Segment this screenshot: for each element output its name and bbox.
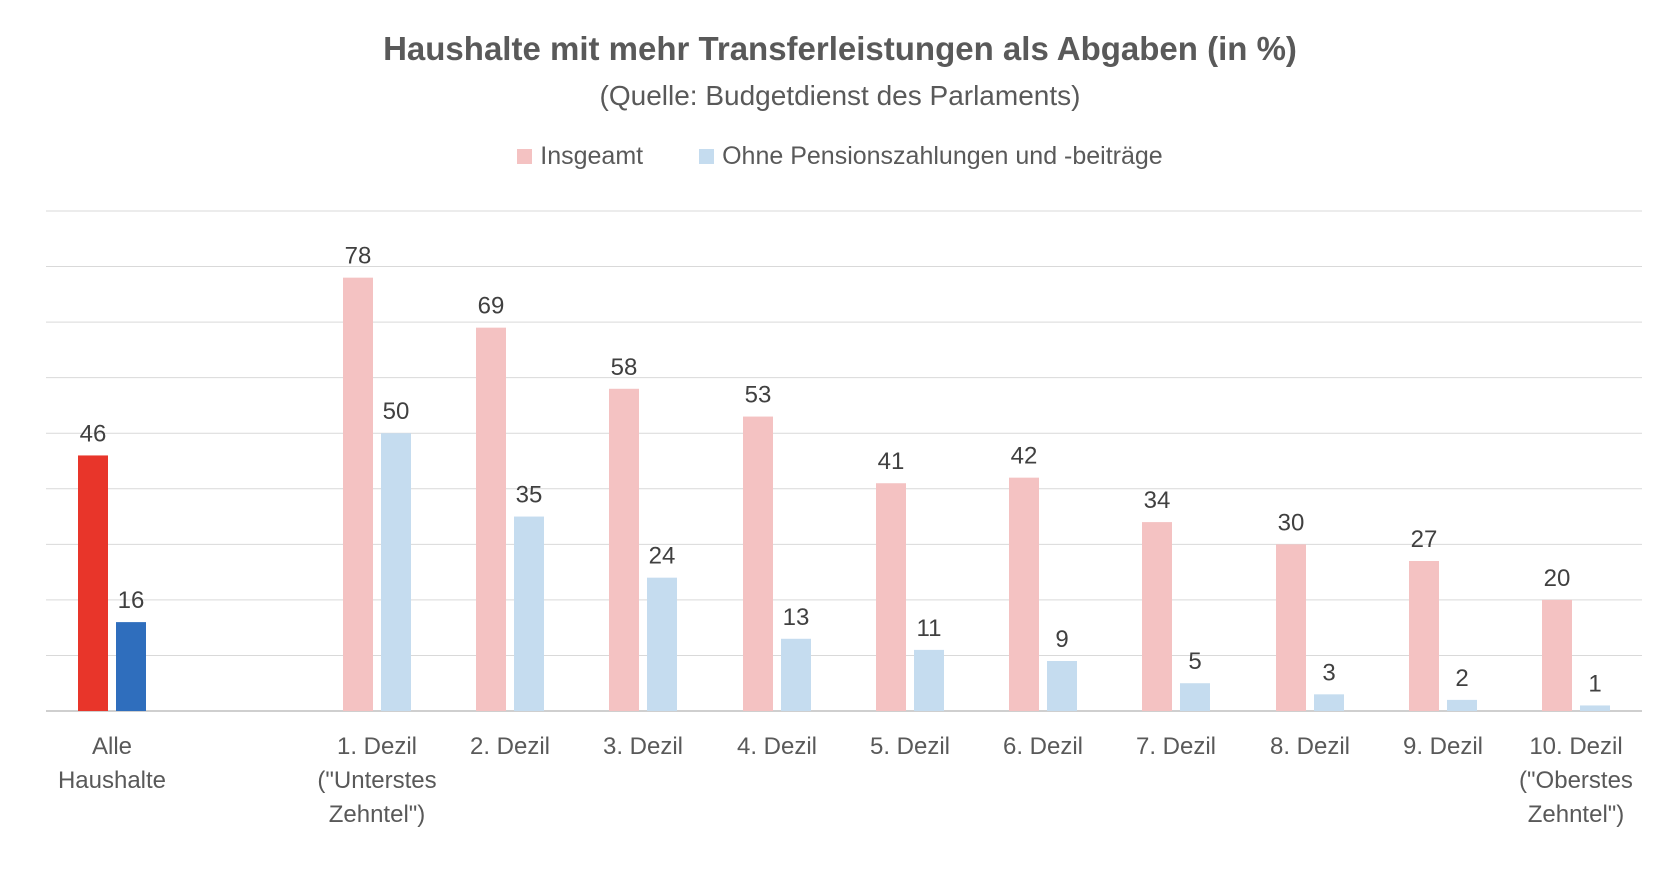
bar-series1-cat6 xyxy=(1047,661,1077,711)
data-label-series1-cat10: 1 xyxy=(1588,670,1601,697)
data-label-series0-cat3: 58 xyxy=(611,354,638,381)
category-label-8: 8. Dezil xyxy=(1270,733,1350,760)
category-label-1: 1. Dezil ("Unterstes Zehntel") xyxy=(317,733,436,828)
bar-series1-cat4 xyxy=(781,638,811,711)
data-label-series1-cat6: 9 xyxy=(1055,626,1068,653)
legend-label-ohne-pension: Ohne Pensionszahlungen und -beiträge xyxy=(722,142,1163,170)
bar-series0-cat5 xyxy=(876,483,906,711)
bar-series0-cat3 xyxy=(609,388,639,711)
data-label-series1-cat5: 11 xyxy=(917,615,942,642)
chart-title: Haushalte mit mehr Transferleistungen al… xyxy=(383,30,1297,67)
data-label-series1-cat8: 3 xyxy=(1322,659,1335,686)
legend-entry-insgesamt: Insgeamt xyxy=(517,142,643,171)
data-label-series0-cat8: 30 xyxy=(1278,509,1305,536)
legend: Insgeamt Ohne Pensionszahlungen und -bei… xyxy=(0,142,1680,171)
data-label-series0-cat2: 69 xyxy=(478,293,505,320)
bar-series1-cat5 xyxy=(914,649,944,711)
bar-series1-cat1 xyxy=(381,433,411,711)
bar-series0-cat0 xyxy=(78,455,108,711)
bar-series1-cat0 xyxy=(116,622,146,711)
data-label-series1-cat4: 13 xyxy=(783,604,810,631)
data-label-series0-cat4: 53 xyxy=(745,382,772,409)
bars xyxy=(78,277,1610,711)
data-label-series1-cat0: 16 xyxy=(118,587,145,614)
bar-series1-cat8 xyxy=(1314,694,1344,711)
category-label-3: 3. Dezil xyxy=(603,733,683,760)
category-label-4: 4. Dezil xyxy=(737,733,817,760)
data-label-series1-cat7: 5 xyxy=(1188,648,1201,675)
category-label-10: 10. Dezil ("Oberstes Zehntel") xyxy=(1519,733,1633,828)
data-label-series0-cat5: 41 xyxy=(878,448,905,475)
category-label-9: 9. Dezil xyxy=(1403,733,1483,760)
data-label-series0-cat0: 46 xyxy=(80,420,107,447)
bar-series0-cat10 xyxy=(1542,599,1572,711)
data-label-series0-cat9: 27 xyxy=(1411,526,1438,553)
data-label-series0-cat10: 20 xyxy=(1544,565,1571,592)
data-label-series1-cat3: 24 xyxy=(649,543,676,570)
data-label-series0-cat6: 42 xyxy=(1011,443,1038,470)
bar-series1-cat7 xyxy=(1180,683,1210,711)
category-label-6: 6. Dezil xyxy=(1003,733,1083,760)
data-label-series1-cat1: 50 xyxy=(383,398,410,425)
bar-series0-cat4 xyxy=(743,416,773,711)
bar-series0-cat2 xyxy=(476,327,506,711)
bar-series0-cat1 xyxy=(343,277,373,711)
bar-series0-cat7 xyxy=(1142,522,1172,711)
bar-series0-cat8 xyxy=(1276,544,1306,711)
data-label-series0-cat7: 34 xyxy=(1144,487,1171,514)
bar-series1-cat9 xyxy=(1447,699,1477,711)
gridlines xyxy=(46,210,1642,712)
legend-swatch-insgesamt xyxy=(517,149,533,164)
category-labels: Alle Haushalte 1. Dezil ("Unterstes Zehntel"… xyxy=(58,733,1633,828)
chart-subtitle: (Quelle: Budgetdienst des Parlaments) xyxy=(599,80,1081,111)
category-label-7: 7. Dezil xyxy=(1136,733,1216,760)
data-label-series1-cat2: 35 xyxy=(516,482,543,509)
category-label-0: Alle Haushalte xyxy=(58,733,166,794)
legend-swatch-ohne-pension xyxy=(699,149,715,164)
data-label-series1-cat9: 2 xyxy=(1455,665,1468,692)
legend-entry-ohne-pension: Ohne Pensionszahlungen und -beiträge xyxy=(699,142,1163,171)
bar-series1-cat3 xyxy=(647,577,677,711)
bar-series1-cat10 xyxy=(1580,705,1610,711)
bar-series0-cat6 xyxy=(1009,477,1039,711)
category-label-5: 5. Dezil xyxy=(870,733,950,760)
data-label-series0-cat1: 78 xyxy=(345,243,372,270)
legend-label-insgesamt: Insgeamt xyxy=(540,142,644,170)
bar-series1-cat2 xyxy=(514,516,544,711)
category-label-2: 2. Dezil xyxy=(470,733,550,760)
bar-series0-cat9 xyxy=(1409,561,1439,711)
